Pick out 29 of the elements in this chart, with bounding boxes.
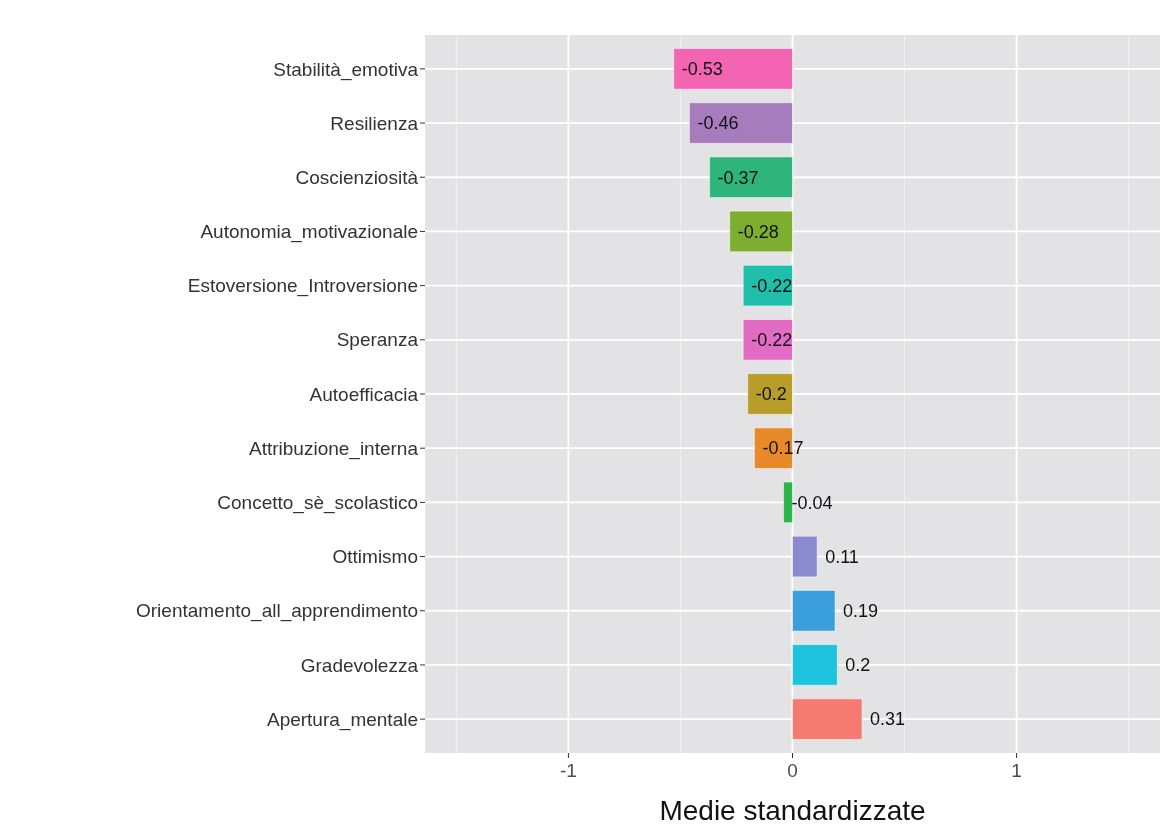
x-tick-label: -1 bbox=[559, 760, 577, 781]
y-tick-label: Autoefficacia bbox=[309, 383, 419, 405]
y-tick-label: Orientamento_all_apprendimento bbox=[135, 600, 418, 623]
y-tick-label: Autonomia_motivazionale bbox=[200, 221, 418, 244]
x-tick-label: 1 bbox=[1011, 760, 1022, 781]
data-label: 0.19 bbox=[843, 601, 879, 622]
x-tick-label: 0 bbox=[787, 760, 798, 781]
x-axis-title: Medie standardizzate bbox=[659, 795, 926, 826]
y-tick-label: Stabilità_emotiva bbox=[273, 58, 419, 81]
y-tick-label: Estoversione_Introversione bbox=[187, 275, 418, 298]
y-tick-label: Gradevolezza bbox=[300, 654, 419, 676]
data-label: 0.11 bbox=[825, 546, 859, 567]
y-tick-label: Concetto_sè_scolastico bbox=[217, 492, 418, 515]
data-label: -0.53 bbox=[681, 59, 723, 80]
data-label: -0.2 bbox=[755, 384, 787, 405]
y-tick-label: Resilienza bbox=[330, 112, 419, 134]
data-label: -0.37 bbox=[717, 167, 759, 188]
data-label: 0.31 bbox=[869, 709, 906, 730]
y-tick-label: Coscienziosità bbox=[295, 166, 419, 188]
data-label: -0.22 bbox=[751, 275, 793, 296]
y-tick-label: Attribuzione_interna bbox=[249, 437, 419, 460]
data-label: 0.2 bbox=[845, 655, 871, 676]
data-label: -0.46 bbox=[697, 113, 739, 134]
data-label: -0.28 bbox=[737, 221, 779, 242]
data-label: -0.04 bbox=[791, 492, 833, 513]
y-tick-label: Apertura_mentale bbox=[266, 708, 418, 731]
y-tick-label: Ottimismo bbox=[332, 546, 418, 568]
data-label: -0.22 bbox=[751, 330, 793, 351]
y-tick-label: Speranza bbox=[336, 329, 419, 351]
